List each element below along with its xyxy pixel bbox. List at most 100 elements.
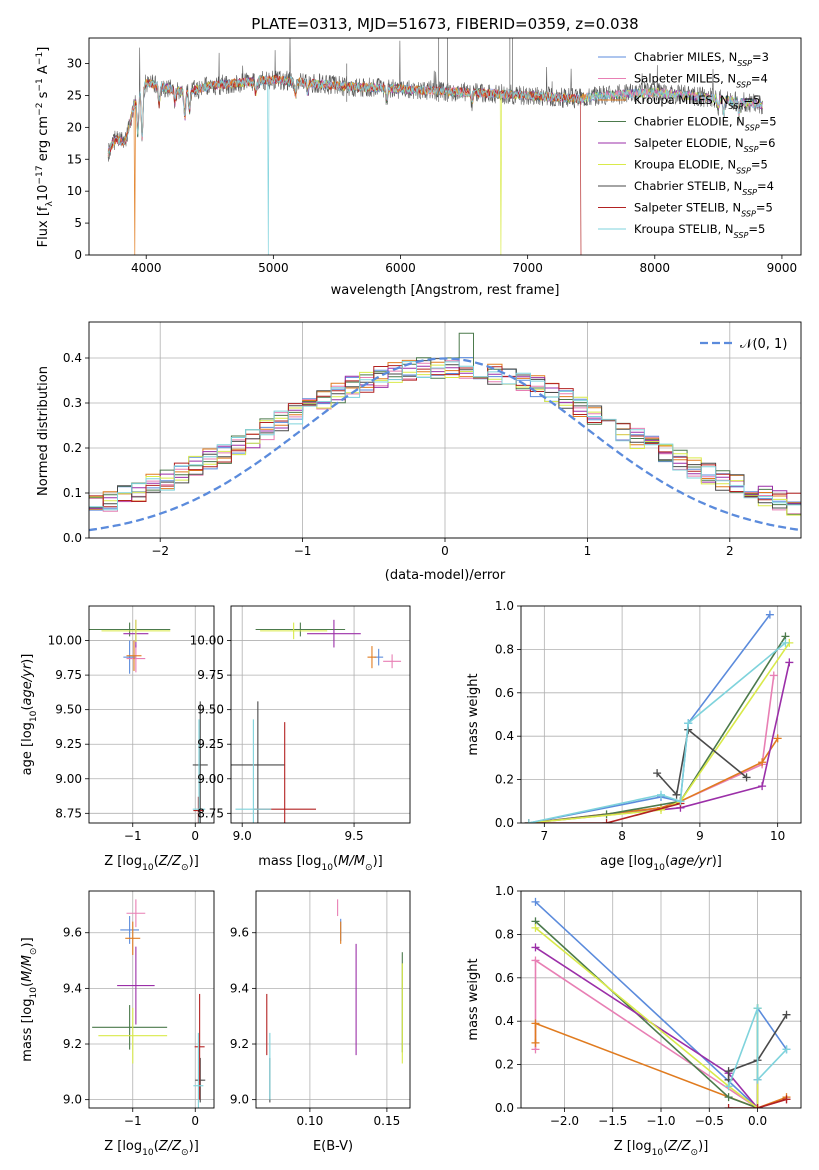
weight-marker: [724, 1104, 733, 1108]
mass_vs_EBV-axes-frame: 0.10 0.15 9.0 9.2 9.4 9.6: [230, 890, 411, 1128]
y-tick-label: 0.6: [495, 686, 514, 700]
y-tick-label: 0.2: [63, 441, 82, 455]
y-tick-label: 9.25: [55, 737, 82, 751]
weight-marker: [676, 797, 685, 806]
spectrum-line-8: [107, 74, 763, 255]
x-tick-label: 4000: [131, 261, 162, 275]
weight-line-5: [534, 927, 759, 1108]
y-tick-label: 9.00: [197, 772, 224, 786]
spectrum-axes-frame: 4000 5000 6000 7000 8000 9000 0 5 10 15 20 25 30: [67, 37, 802, 275]
weight_vs_age-axes-plot: [524, 610, 794, 823]
legend-label: Salpeter MILES, NSSP=4: [634, 72, 768, 90]
weight_vs_Z-axes-plot: [531, 897, 791, 1108]
weight-marker: [531, 956, 540, 965]
weight-marker: [724, 1067, 733, 1076]
x-tick-label: 9: [696, 829, 704, 843]
y-tick-label: 30: [67, 57, 82, 71]
spectrum-axes: 4000 5000 6000 7000 8000 9000 0 5 10 15 20 25 30: [67, 37, 802, 275]
y-tick-label: 9.4: [230, 981, 249, 995]
weight-marker: [672, 790, 681, 799]
weight_vs_Z-axes-frame: −2.0 −1.5 −1.0 −0.5 0.0 0.0 0.2 0.4 0.6 0.8 1.0: [495, 884, 802, 1128]
mass_vs_EBV-axes-plot: [266, 899, 403, 1103]
spectrum-axes-plot: [107, 38, 763, 255]
y-tick-label: 15: [67, 152, 82, 166]
y-tick-label: 0.0: [495, 816, 514, 830]
x-tick-label: 10: [770, 829, 785, 843]
x-tick-label: 5000: [258, 261, 289, 275]
y-tick-label: 9.75: [197, 668, 224, 682]
age_vs_mass-axes-plot: [231, 619, 402, 823]
x-tick-label: 0.0: [748, 1114, 767, 1128]
axes-frame: [88, 605, 215, 824]
y-tick-label: 0.1: [63, 486, 82, 500]
x-tick-label: 0: [441, 544, 449, 558]
weight-line-3: [534, 920, 759, 1108]
x-tick-label: 2: [726, 544, 734, 558]
mass_vs_EBV-axes: 0.10 0.15 9.0 9.2 9.4 9.6: [230, 890, 411, 1128]
age_vs_Z-axes-frame: −1 0 8.75 9.00 9.25 9.50 9.75 10.00: [48, 605, 215, 843]
legend-label: Kroupa STELIB, NSSP=5: [634, 222, 765, 240]
x-axis-label: age [log10(age/yr)]: [600, 854, 722, 873]
x-axis-label: Z [log10(Z/Z⊙)]: [104, 854, 199, 873]
y-axis-label: mass weight: [466, 958, 481, 1040]
legend: 𝒩(0, 1): [700, 337, 787, 352]
y-tick-label: 10: [67, 184, 82, 198]
weight-line-8: [528, 642, 786, 823]
legend: Chabrier MILES, NSSP=3 Salpeter MILES, NS…: [598, 50, 777, 240]
weight-marker: [531, 923, 540, 932]
x-tick-label: −1.5: [598, 1114, 627, 1128]
legend-label: Salpeter ELODIE, NSSP=6: [634, 136, 775, 154]
weight-line-7: [528, 802, 681, 823]
weight-marker: [765, 610, 774, 619]
mass_vs_Z-axes: −1 0 9.0 9.2 9.4 9.6: [63, 890, 215, 1128]
y-tick-label: 10.00: [190, 634, 224, 648]
y-tick-label: 9.6: [63, 926, 82, 940]
y-tick-label: 9.0: [63, 1093, 82, 1107]
x-tick-label: 0: [191, 829, 199, 843]
weight-line-4: [535, 946, 759, 1108]
residual-axes-frame: −2 −1 0 1 2 0.0 0.1 0.2 0.3 0.4: [63, 321, 802, 558]
y-tick-label: 0.8: [495, 642, 514, 656]
x-tick-label: −1: [294, 544, 312, 558]
weight-marker: [753, 1104, 762, 1108]
axes-frame: [520, 605, 802, 824]
y-axis-label: mass weight: [466, 673, 481, 755]
x-tick-label: 8: [618, 829, 626, 843]
y-tick-label: 0: [74, 248, 82, 262]
legend-label: Salpeter STELIB, NSSP=5: [634, 201, 773, 219]
y-axis-label: Flux [fλ10−17 erg cm−2 s−1 A−1]: [35, 47, 55, 248]
weight-marker: [531, 943, 540, 952]
spectrum-line-2: [107, 75, 590, 255]
weight-marker: [758, 782, 767, 791]
legend-label: Chabrier STELIB, NSSP=4: [634, 179, 774, 197]
weight-line-6: [656, 728, 748, 797]
weight-line-2: [534, 1022, 787, 1108]
axes-frame: [255, 890, 411, 1109]
age_vs_mass-axes-frame: 9.0 9.5 8.75 9.00 9.25 9.50 9.75 10.00: [190, 605, 411, 843]
x-tick-label: −2.0: [550, 1114, 579, 1128]
legend-label: Kroupa MILES, NSSP=5: [634, 93, 760, 111]
weight-marker: [531, 1038, 540, 1047]
y-tick-label: 1.0: [495, 599, 514, 613]
x-tick-label: 7: [541, 829, 549, 843]
y-tick-label: 0.4: [495, 1014, 514, 1028]
weight-line-1: [528, 675, 775, 823]
x-tick-label: 9.0: [233, 829, 252, 843]
x-tick-label: 0: [191, 1114, 199, 1128]
mass_vs_Z-axes-frame: −1 0 9.0 9.2 9.4 9.6: [63, 890, 215, 1128]
x-tick-label: 1: [584, 544, 592, 558]
y-tick-label: 9.00: [55, 772, 82, 786]
x-axis-label: (data-model)/error: [385, 568, 506, 583]
weight-marker: [781, 638, 790, 647]
y-tick-label: 0.6: [495, 971, 514, 985]
y-tick-label: 0.0: [63, 531, 82, 545]
x-axis-label: wavelength [Angstrom, rest frame]: [331, 283, 560, 298]
y-tick-label: 0.2: [495, 773, 514, 787]
weight_vs_Z-axes: −2.0 −1.5 −1.0 −0.5 0.0 0.0 0.2 0.4 0.6 0.8 1.0: [495, 884, 802, 1128]
weight-marker: [758, 758, 767, 767]
x-tick-label: −0.5: [695, 1114, 724, 1128]
y-tick-label: 9.6: [230, 926, 249, 940]
weight-marker: [785, 658, 794, 667]
axes-frame: [88, 37, 802, 256]
weight-marker: [657, 790, 665, 799]
